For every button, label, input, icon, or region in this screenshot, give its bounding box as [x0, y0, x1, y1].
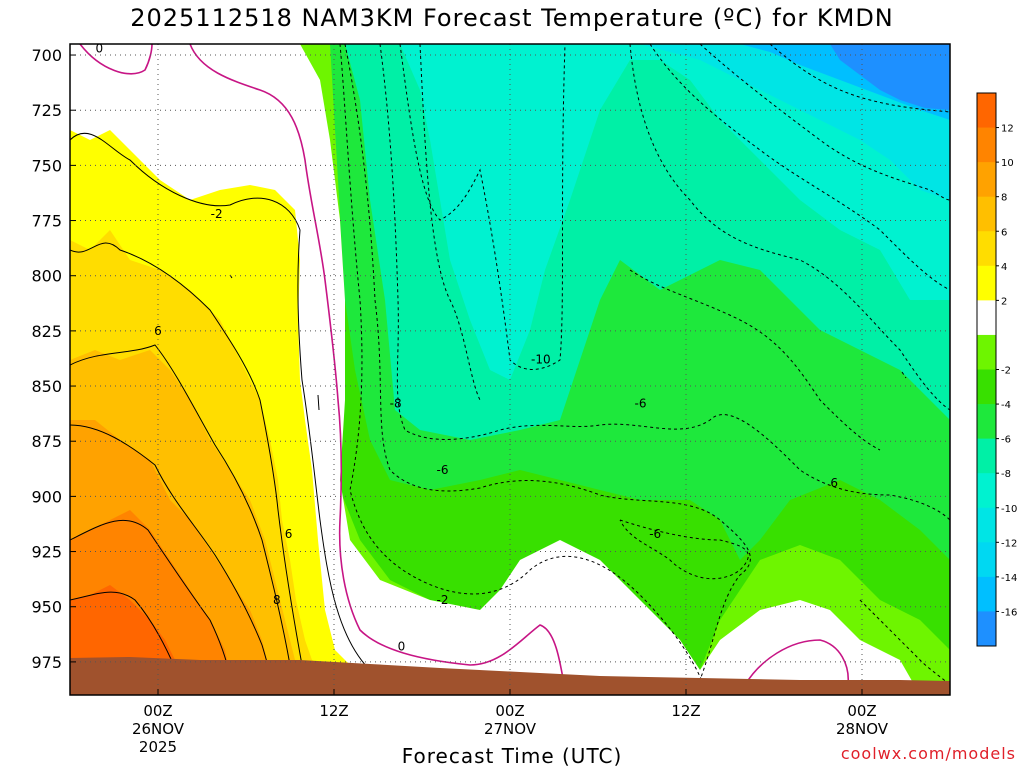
x-tick-label: 28NOV	[836, 720, 889, 738]
y-tick-label: 850	[31, 377, 62, 396]
grid-lines	[70, 44, 950, 695]
colorbar: 12 10 8 6 4 2 -2 -4 -6 -8 -10 -12 -14 -16	[976, 92, 1017, 647]
contour-label: -2	[437, 593, 449, 607]
contour-label: -2	[211, 207, 223, 221]
zero-contours	[79, 44, 849, 691]
colorbar-band	[977, 93, 996, 129]
y-tick-label: 875	[31, 432, 62, 451]
colorbar-band	[977, 576, 996, 612]
warm-contours	[70, 132, 373, 691]
source-credit: coolwx.com/models	[840, 744, 1016, 763]
x-axis-title: Forecast Time (UTC)	[401, 744, 623, 768]
colorbar-band	[977, 196, 996, 232]
colorbar-band	[977, 334, 996, 370]
contour-label: -6	[437, 463, 449, 477]
contour-label: 0	[96, 41, 104, 55]
contour-label: 6	[154, 324, 162, 338]
x-tick-label: 12Z	[319, 702, 348, 720]
colorbar-band	[977, 300, 996, 336]
colorbar-band	[977, 162, 996, 198]
x-tick-label: 2025	[139, 738, 177, 756]
y-tick-label: 950	[31, 598, 62, 617]
colorbar-band	[977, 404, 996, 440]
x-tick-label: 26NOV	[132, 720, 185, 738]
contour-label: -10	[531, 353, 551, 367]
colorbar-band	[977, 507, 996, 543]
x-tick-label: 12Z	[671, 702, 700, 720]
colorbar-label: -2	[1001, 366, 1011, 377]
colorbar-band	[977, 231, 996, 267]
y-tick-label: 700	[31, 46, 62, 65]
y-tick-label: 825	[31, 322, 62, 341]
fill-below-neg16	[830, 44, 950, 110]
chart-title: 2025112518 NAM3KM Forecast Temperature (…	[130, 4, 894, 32]
colorbar-band	[977, 542, 996, 578]
y-tick-label: 775	[31, 212, 62, 231]
colorbar-label: -4	[1001, 400, 1011, 411]
colorbar-label: 6	[1001, 227, 1007, 238]
y-axis: 700 725 750 775 800 825 850 875 900 925 950 975	[31, 46, 76, 672]
y-tick-label: 900	[31, 487, 62, 506]
colorbar-label: 8	[1001, 193, 1007, 204]
x-tick-label: 00Z	[143, 702, 172, 720]
y-tick-label: 800	[31, 267, 62, 286]
colorbar-label: -8	[1001, 469, 1011, 480]
colorbar-band	[977, 438, 996, 474]
x-tick-label: 00Z	[847, 702, 876, 720]
contour-label: 6	[285, 527, 293, 541]
colorbar-label: -14	[1001, 573, 1017, 584]
y-tick-label: 725	[31, 101, 62, 120]
colorbar-label: -6	[1001, 435, 1011, 446]
contour-label: -6	[649, 527, 661, 541]
contour-labels: 0 -2 6 6 8 -8 -6 -2 0 -10 -6 -6 6	[96, 41, 838, 653]
contour-label: -6	[635, 397, 647, 411]
ground-terrain	[70, 657, 950, 695]
contour-label: 6	[830, 476, 838, 490]
colorbar-band	[977, 127, 996, 163]
colorbar-label: 10	[1001, 158, 1014, 169]
contour-label: -8	[390, 397, 402, 411]
contour-label: 0	[398, 639, 406, 653]
y-tick-label: 975	[31, 653, 62, 672]
colorbar-band	[977, 265, 996, 301]
colorbar-band	[977, 611, 996, 647]
x-tick-label: 00Z	[495, 702, 524, 720]
y-tick-label: 750	[31, 156, 62, 175]
x-tick-label: 27NOV	[484, 720, 537, 738]
colorbar-label: -10	[1001, 504, 1017, 515]
colorbar-label: -16	[1001, 607, 1017, 618]
colorbar-label: 4	[1001, 262, 1007, 273]
y-tick-label: 925	[31, 543, 62, 562]
colorbar-band	[977, 473, 996, 509]
contour-label: 8	[273, 593, 281, 607]
colorbar-label: 12	[1001, 124, 1014, 135]
colorbar-band	[977, 369, 996, 405]
cold-contours	[339, 44, 950, 691]
colorbar-label: -12	[1001, 538, 1017, 549]
fill-neg12-to-neg10	[400, 44, 950, 380]
colorbar-label: 2	[1001, 296, 1007, 307]
